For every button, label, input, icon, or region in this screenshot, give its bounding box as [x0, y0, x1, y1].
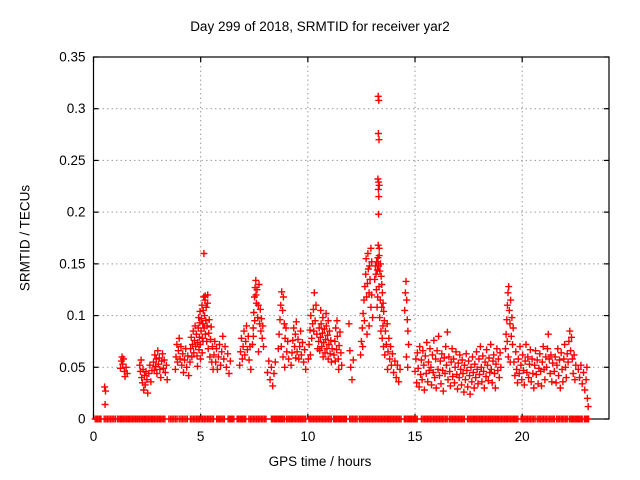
y-tick-label: 0.1	[67, 308, 86, 323]
y-tick-label: 0.05	[59, 360, 85, 375]
chart-title: Day 299 of 2018, SRMTID for receiver yar…	[190, 19, 450, 34]
y-tick-label: 0.35	[59, 50, 85, 65]
y-tick-label: 0	[78, 412, 86, 427]
x-tick-label: 0	[90, 429, 98, 444]
tick-labels: 0 0.05 0.1 0.15 0.2 0.25 0.3 0.35 0 5 10 15 20	[59, 50, 529, 445]
scatter-points	[91, 92, 593, 423]
x-tick-label: 20	[515, 429, 530, 444]
x-tick-label: 10	[300, 429, 315, 444]
y-tick-label: 0.2	[67, 205, 86, 220]
x-tick-label: 5	[197, 429, 205, 444]
y-tick-label: 0.15	[59, 256, 85, 271]
x-tick-label: 15	[408, 429, 423, 444]
y-tick-label: 0.25	[59, 153, 85, 168]
y-tick-label: 0.3	[67, 101, 86, 116]
x-axis-label: GPS time / hours	[268, 454, 372, 469]
